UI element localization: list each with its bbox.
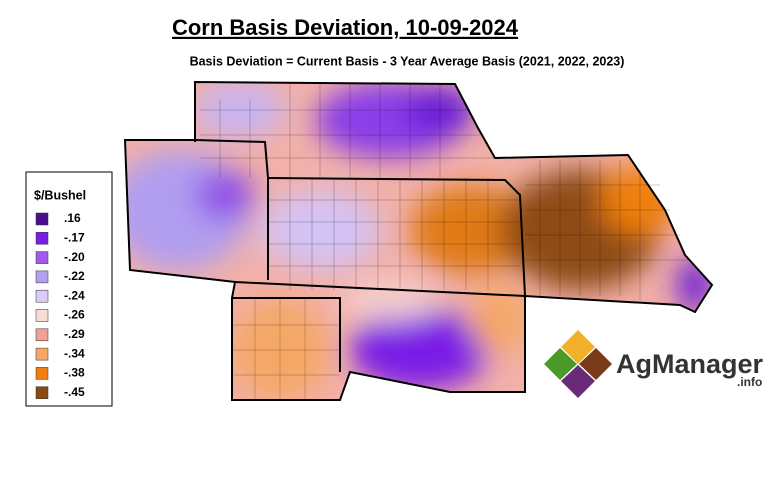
legend-swatch [35, 386, 49, 399]
legend-label: -.34 [64, 346, 85, 360]
logo-suffix: .info [737, 375, 762, 389]
logo-quadrant [579, 348, 612, 380]
logo: AgManager .info [543, 328, 764, 398]
logo-quadrant [544, 348, 577, 380]
legend-swatch [35, 289, 49, 303]
legend-swatch [35, 212, 49, 226]
legend-label: -.22 [64, 269, 85, 283]
legend-label: -.29 [64, 327, 85, 341]
legend-items: .16 -.17 -.20 -.22 -.24 -.26 -.29 -.34 -.38 -.45 [35, 211, 85, 399]
subtitle: Basis Deviation = Current Basis - 3 Year… [190, 54, 625, 68]
legend-label: .16 [64, 211, 81, 225]
legend-swatch [35, 270, 49, 284]
legend-swatch [35, 367, 49, 380]
logo-quadrant [561, 330, 595, 364]
legend-swatch [35, 347, 49, 361]
legend-box [25, 171, 113, 407]
legend-label: -.38 [64, 366, 85, 380]
county-lines [200, 84, 690, 400]
legend-swatch [35, 232, 49, 245]
legend: $/Bushel .16 -.17 -.20 -.22 -.24 -.26 -.29 -.34… [25, 171, 113, 407]
legend-label: -.20 [64, 250, 85, 264]
legend-label: -.17 [64, 230, 85, 244]
logo-quadrant [561, 365, 595, 398]
legend-swatch [35, 328, 49, 342]
title: Corn Basis Deviation, 10-09-2024 [172, 15, 519, 40]
legend-swatch [35, 251, 49, 264]
state-borders [123, 80, 714, 401]
logo-name: AgManager [616, 349, 764, 379]
legend-swatch [35, 309, 49, 322]
legend-label: -.24 [64, 288, 85, 302]
legend-label: -.26 [64, 308, 85, 322]
legend-title: $/Bushel [34, 188, 86, 202]
legend-label: -.45 [64, 385, 85, 399]
